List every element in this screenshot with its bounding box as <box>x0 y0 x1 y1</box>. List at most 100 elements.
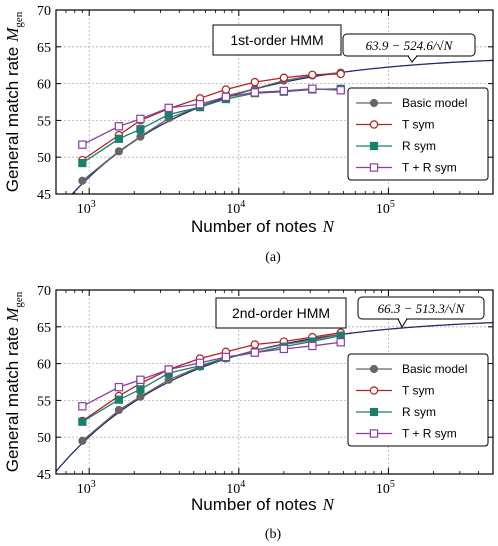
data-point <box>221 352 231 362</box>
data-point <box>279 86 289 96</box>
x-tick-label: 103 <box>77 199 96 217</box>
fit-annotation-box <box>357 296 485 320</box>
fit-annotation-text: 66.3 − 513.3/√N <box>378 301 466 316</box>
x-tick-base: 10 <box>376 482 390 497</box>
data-point <box>78 436 87 445</box>
series-t-r-sym <box>78 338 345 411</box>
y-tick-label: 50 <box>37 431 51 446</box>
y-axis-label-text: General match rate <box>3 327 22 473</box>
y-axis-label: General match rate Mgen <box>3 291 25 472</box>
x-tick-label: 104 <box>226 199 245 217</box>
x-tick-base: 10 <box>77 482 91 497</box>
legend-label: R sym <box>402 139 436 153</box>
data-point <box>164 103 173 113</box>
series-line <box>82 88 341 146</box>
data-point <box>250 348 260 357</box>
y-axis-label-subscript: gen <box>13 11 25 27</box>
data-point <box>136 114 145 124</box>
y-tick-label: 70 <box>37 284 51 299</box>
series-line <box>81 71 341 182</box>
series-line <box>81 73 341 161</box>
data-point <box>336 86 345 95</box>
y-tick-label: 55 <box>37 114 51 129</box>
legend-marker <box>369 407 379 417</box>
model-label-box <box>215 297 347 329</box>
data-point <box>136 392 145 401</box>
x-tick-label: 105 <box>376 479 395 497</box>
data-point <box>279 344 289 354</box>
model-label: 1st-order HMM <box>230 32 323 48</box>
data-point <box>250 77 260 87</box>
data-point <box>114 122 124 131</box>
x-axis-label: Number of notes N <box>191 495 336 514</box>
model-label: 2nd-order HMM <box>232 305 330 321</box>
y-axis-label-text: General match rate <box>3 47 22 193</box>
x-tick-exponent: 5 <box>390 199 395 210</box>
legend-label: Basic model <box>402 362 467 376</box>
x-tick-base: 10 <box>226 202 240 217</box>
series-line <box>81 332 341 422</box>
y-axis-label-symbol: M <box>3 27 22 43</box>
data-point <box>136 125 145 134</box>
legend-label: T sym <box>402 118 434 132</box>
x-axis-label-text: Number of notes <box>191 217 317 236</box>
legend-marker <box>369 386 379 395</box>
legend-label: Basic model <box>402 96 467 110</box>
data-point <box>78 176 87 185</box>
x-axis-label-text: Number of notes <box>191 495 317 514</box>
data-point <box>279 73 289 82</box>
y-tick-label: 50 <box>37 151 51 166</box>
x-tick-base: 10 <box>77 202 91 217</box>
data-point <box>336 69 345 79</box>
data-point <box>308 70 317 79</box>
data-point <box>221 92 231 102</box>
legend-marker <box>369 141 379 151</box>
x-tick-exponent: 3 <box>91 479 96 490</box>
series-line <box>82 334 341 423</box>
legend-marker <box>369 120 379 129</box>
x-axis-label-symbol: N <box>322 217 336 236</box>
y-axis-label-subscript: gen <box>13 291 25 307</box>
y-tick-label: 60 <box>37 78 51 93</box>
y-tick-label: 45 <box>37 468 51 483</box>
series-line <box>81 88 341 164</box>
y-tick-label: 55 <box>37 394 51 409</box>
x-tick-base: 10 <box>226 482 240 497</box>
data-point <box>114 382 124 392</box>
legend-marker <box>369 163 379 172</box>
data-point <box>78 158 87 168</box>
series-line <box>81 333 341 442</box>
x-tick-exponent: 5 <box>390 479 395 490</box>
series-line <box>82 341 341 407</box>
y-tick-label: 65 <box>37 41 51 56</box>
y-axis-label: General match rate Mgen <box>3 11 25 192</box>
panel-caption: (b) <box>265 527 282 542</box>
series-t-r-sym <box>78 84 345 149</box>
panel-caption: (a) <box>265 250 281 265</box>
legend-marker <box>369 98 379 108</box>
data-point <box>336 338 345 347</box>
y-tick-label: 65 <box>37 321 51 336</box>
data-point <box>78 402 87 411</box>
y-tick-label: 70 <box>37 4 51 19</box>
data-point <box>308 84 317 93</box>
x-tick-exponent: 4 <box>240 479 245 490</box>
data-point <box>308 341 317 351</box>
data-point <box>136 375 145 384</box>
data-point <box>221 85 231 94</box>
data-point <box>114 147 124 156</box>
data-point <box>195 100 205 109</box>
fit-annotation-pointer <box>407 55 419 63</box>
fit-annotation-pointer <box>397 318 408 329</box>
x-tick-base: 10 <box>376 202 390 217</box>
x-tick-exponent: 4 <box>240 199 245 210</box>
data-point <box>164 375 173 384</box>
legend-marker <box>369 429 379 438</box>
data-point <box>136 132 145 141</box>
data-point <box>195 358 205 368</box>
legend-box <box>347 87 489 181</box>
data-point <box>164 365 173 374</box>
y-tick-label: 60 <box>37 358 51 373</box>
